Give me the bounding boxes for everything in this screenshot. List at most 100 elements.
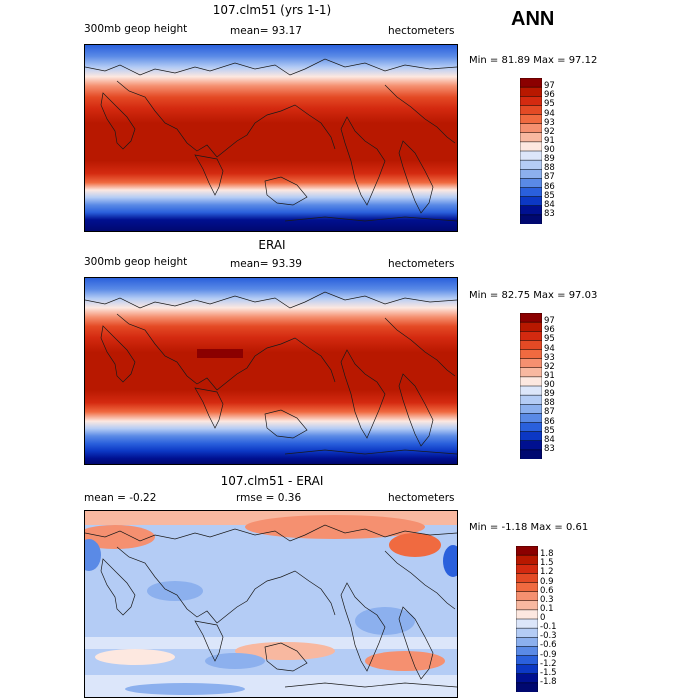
colorbar-swatch bbox=[516, 582, 538, 593]
panel2-field-label: 300mb geop height bbox=[84, 256, 188, 268]
colorbar-swatch bbox=[520, 132, 542, 143]
colorbar-label: 91 bbox=[544, 135, 555, 146]
panel3-units: hectometers bbox=[388, 492, 455, 504]
colorbar-label: 87 bbox=[544, 172, 555, 183]
colorbar-swatch bbox=[520, 404, 542, 414]
panel2-minmax: Min = 82.75 Max = 97.03 bbox=[469, 290, 598, 301]
colorbar-label: 86 bbox=[544, 181, 555, 192]
colorbar-label: 88 bbox=[544, 163, 555, 174]
panel3-mean: mean = -0.22 bbox=[84, 492, 157, 504]
colorbar-label: 92 bbox=[544, 126, 555, 137]
colorbar-label: -0.3 bbox=[540, 631, 557, 642]
colorbar-label: 91 bbox=[544, 370, 555, 381]
panel1-title: 107.clm51 (yrs 1-1) bbox=[212, 3, 332, 17]
colorbar-label: 83 bbox=[544, 443, 555, 454]
colorbar-swatch bbox=[520, 431, 542, 442]
colorbar-swatch bbox=[516, 682, 538, 692]
colorbar-label: 84 bbox=[544, 434, 555, 445]
colorbar-label: 85 bbox=[544, 190, 555, 201]
colorbar-swatch bbox=[520, 159, 542, 170]
panel2-mean: mean= 93.39 bbox=[230, 258, 302, 270]
colorbar-swatch bbox=[520, 321, 542, 332]
colorbar-label: 0.3 bbox=[540, 594, 554, 605]
colorbar-label: 93 bbox=[544, 117, 555, 128]
colorbar-swatch bbox=[520, 150, 542, 161]
colorbar-label: 84 bbox=[544, 199, 555, 210]
colorbar-label: 88 bbox=[544, 398, 555, 409]
colorbar-label: 96 bbox=[544, 325, 555, 336]
panel3-title: 107.clm51 - ERAI bbox=[220, 474, 324, 488]
colorbar-swatch bbox=[520, 214, 542, 224]
colorbar-swatch bbox=[516, 637, 538, 647]
colorbar-swatch bbox=[520, 105, 542, 116]
colorbar-label: 90 bbox=[544, 380, 555, 390]
colorbar-swatch bbox=[516, 609, 538, 620]
colorbar-swatch bbox=[520, 340, 542, 351]
colorbar-label: 89 bbox=[544, 154, 555, 165]
colorbar-label: 89 bbox=[544, 389, 555, 400]
colorbar-label: 86 bbox=[544, 416, 555, 427]
colorbar-swatch bbox=[520, 313, 542, 323]
colorbar-swatch bbox=[520, 141, 542, 152]
panel1-colorbar: 97 96 95 94 93 92 91 90 89 88 87 86 85 84 83 bbox=[520, 78, 555, 224]
colorbar-swatch bbox=[520, 96, 542, 106]
colorbar-swatch bbox=[520, 178, 542, 189]
colorbar-label: 83 bbox=[544, 208, 555, 219]
panel3-rmse: rmse = 0.36 bbox=[236, 492, 302, 504]
colorbar-label: 1.8 bbox=[540, 549, 554, 560]
colorbar-label: 87 bbox=[544, 407, 555, 418]
colorbar-label: -0.1 bbox=[540, 622, 557, 633]
panel2-title: ERAI bbox=[258, 238, 286, 252]
panel1-coastlines bbox=[85, 58, 457, 222]
colorbar-label: 97 bbox=[544, 316, 555, 327]
colorbar-swatch bbox=[520, 394, 542, 405]
colorbar-swatch bbox=[520, 449, 542, 459]
colorbar-swatch bbox=[520, 349, 542, 360]
colorbar-label: -1.2 bbox=[540, 658, 557, 669]
colorbar-label: 94 bbox=[544, 343, 555, 354]
panel1-mean: mean= 93.17 bbox=[230, 25, 302, 37]
colorbar-swatch bbox=[516, 655, 538, 666]
colorbar-label: 95 bbox=[544, 334, 555, 345]
colorbar-label: -0.6 bbox=[540, 640, 557, 651]
colorbar-swatch bbox=[520, 413, 542, 424]
colorbar-swatch bbox=[516, 591, 538, 602]
panel1-map bbox=[84, 44, 458, 232]
panel3-colorbar: 1.8 1.5 1.2 0.9 0.6 0.3 0.1 0 -0.1 -0.3 -0.6 -0.9 -1… bbox=[516, 546, 557, 692]
panel1-field-label: 300mb geop height bbox=[84, 23, 188, 35]
colorbar-swatch bbox=[516, 554, 538, 565]
colorbar-label: 85 bbox=[544, 425, 555, 436]
colorbar-swatch bbox=[520, 367, 542, 378]
colorbar-swatch bbox=[520, 205, 542, 216]
panel2-colorbar: 97 96 95 94 93 92 91 90 89 88 87 86 85 84 83 bbox=[520, 313, 555, 459]
colorbar-label: -1.5 bbox=[540, 667, 557, 678]
colorbar-label: 0.1 bbox=[540, 603, 554, 614]
colorbar-swatch bbox=[516, 564, 538, 574]
colorbar-label: -0.9 bbox=[540, 649, 557, 660]
colorbar-swatch bbox=[520, 376, 542, 387]
colorbar-swatch bbox=[520, 331, 542, 341]
colorbar-swatch bbox=[520, 78, 542, 88]
colorbar-label: 0.6 bbox=[540, 585, 554, 596]
colorbar-label: -1.8 bbox=[540, 676, 557, 687]
panel1-minmax: Min = 81.89 Max = 97.12 bbox=[469, 55, 598, 66]
colorbar-swatch bbox=[516, 600, 538, 611]
colorbar-swatch bbox=[516, 573, 538, 584]
panel1-units: hectometers bbox=[388, 25, 455, 37]
colorbar-swatch bbox=[516, 664, 538, 675]
colorbar-swatch bbox=[520, 169, 542, 179]
colorbar-label: 93 bbox=[544, 352, 555, 363]
colorbar-swatch bbox=[520, 187, 542, 198]
panel2-units: hectometers bbox=[388, 258, 455, 270]
colorbar-swatch bbox=[516, 673, 538, 684]
colorbar-swatch bbox=[520, 123, 542, 134]
colorbar-label: 97 bbox=[544, 81, 555, 92]
colorbar-label: 92 bbox=[544, 361, 555, 372]
colorbar-swatch bbox=[520, 358, 542, 369]
colorbar-swatch bbox=[516, 627, 538, 638]
panel3-minmax: Min = -1.18 Max = 0.61 bbox=[469, 522, 589, 533]
colorbar-label: 0 bbox=[540, 613, 546, 623]
colorbar-swatch bbox=[520, 385, 542, 396]
panel2-map bbox=[84, 277, 458, 465]
panel3-map bbox=[84, 510, 458, 698]
